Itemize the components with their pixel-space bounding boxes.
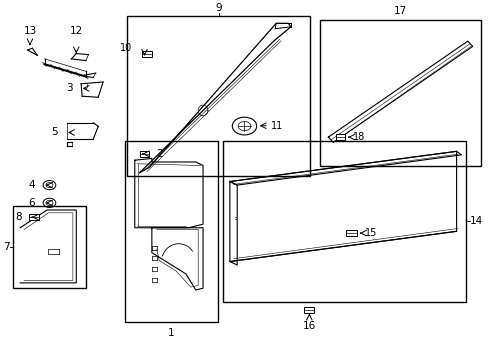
Bar <box>29 214 39 220</box>
Bar <box>304 307 314 314</box>
Bar <box>140 151 149 157</box>
Text: 4: 4 <box>28 180 35 190</box>
Text: 17: 17 <box>393 6 407 16</box>
Text: 18: 18 <box>352 132 364 142</box>
Text: 9: 9 <box>215 3 222 13</box>
Text: 3: 3 <box>65 84 72 93</box>
Text: 1: 1 <box>168 328 174 338</box>
Bar <box>127 16 310 176</box>
Bar <box>320 20 480 166</box>
Bar <box>13 206 86 288</box>
Text: 16: 16 <box>302 321 315 331</box>
Bar <box>125 141 217 322</box>
Text: 14: 14 <box>469 216 482 226</box>
Bar <box>222 141 466 302</box>
Text: 2: 2 <box>157 149 163 159</box>
Text: 5: 5 <box>52 127 58 138</box>
Bar <box>335 134 345 140</box>
Text: 13: 13 <box>23 26 37 36</box>
Text: 8: 8 <box>15 212 21 222</box>
Text: 15: 15 <box>365 228 377 238</box>
Text: 6: 6 <box>28 198 35 208</box>
Text: 10: 10 <box>120 43 132 53</box>
Bar <box>142 50 152 57</box>
Text: 7: 7 <box>3 242 9 252</box>
Text: 12: 12 <box>69 26 83 36</box>
Text: 11: 11 <box>271 121 283 131</box>
Bar <box>346 230 356 236</box>
